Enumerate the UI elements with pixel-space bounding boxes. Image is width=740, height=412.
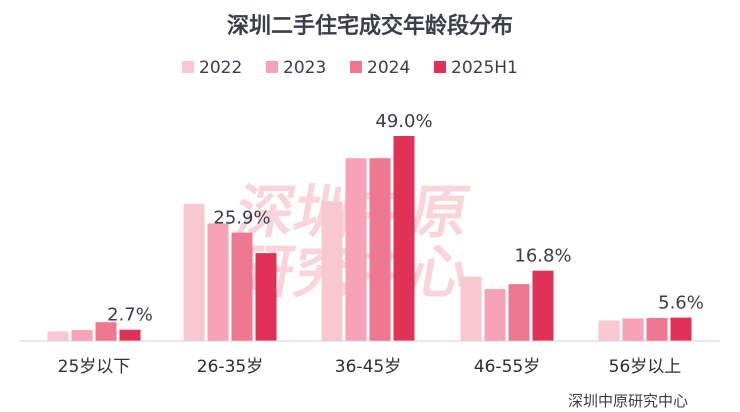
bar-2023-2 xyxy=(345,158,367,341)
data-labels: 2.7% 25.9% 49.0% 16.8% 5.6% xyxy=(107,111,704,326)
bar-2022-0 xyxy=(47,331,69,341)
legend-swatch xyxy=(182,61,194,73)
legend-item-2024: 2024 xyxy=(350,58,410,78)
legend-label: 2023 xyxy=(283,58,326,78)
bar-2023-1 xyxy=(207,223,229,341)
bar-2022-1 xyxy=(183,203,205,341)
legend-swatch xyxy=(350,61,362,73)
chart-title: 深圳二手住宅成交年龄段分布 xyxy=(227,13,513,39)
x-tick-label: 25岁以下 xyxy=(58,357,131,377)
bar-2025H1-4 xyxy=(670,317,692,341)
data-label: 2.7% xyxy=(107,305,153,326)
x-tick-label: 46-55岁 xyxy=(474,357,540,377)
bar-2024-3 xyxy=(508,284,530,341)
x-tick-label: 26-35岁 xyxy=(197,357,263,377)
legend-swatch xyxy=(266,61,278,73)
legend-swatch xyxy=(434,61,446,73)
bar-2024-4 xyxy=(646,318,668,341)
bar-2023-4 xyxy=(622,318,644,341)
data-label: 49.0% xyxy=(375,111,432,132)
bar-2024-0 xyxy=(95,322,117,341)
bar-2025H1-0 xyxy=(119,329,141,341)
bar-2025H1-3 xyxy=(532,270,554,341)
bars xyxy=(47,136,692,341)
bar-2023-3 xyxy=(484,289,506,341)
source-text: 深圳中原研究中心 xyxy=(568,392,688,410)
legend-item-2023: 2023 xyxy=(266,58,326,78)
bar-2022-2 xyxy=(321,201,343,341)
bar-2024-1 xyxy=(231,232,253,341)
bar-2025H1-1 xyxy=(255,253,277,341)
data-label: 5.6% xyxy=(658,293,704,314)
data-label: 25.9% xyxy=(213,208,270,229)
x-tick-label: 36-45岁 xyxy=(335,357,401,377)
legend-item-2022: 2022 xyxy=(182,58,242,78)
legend: 2022 2023 2024 2025H1 xyxy=(182,58,518,78)
legend-label: 2024 xyxy=(367,58,410,78)
x-tick-labels: 25岁以下 26-35岁 36-45岁 46-55岁 56岁以上 xyxy=(58,357,682,377)
bar-2025H1-2 xyxy=(393,136,415,341)
data-label: 16.8% xyxy=(514,246,571,267)
x-tick-label: 56岁以上 xyxy=(609,357,682,377)
bar-2024-2 xyxy=(369,158,391,341)
legend-item-2025H1: 2025H1 xyxy=(434,58,518,78)
bar-2022-4 xyxy=(598,320,620,341)
legend-label: 2025H1 xyxy=(451,58,518,78)
bar-2023-0 xyxy=(71,330,93,341)
bar-2022-3 xyxy=(460,276,482,341)
legend-label: 2022 xyxy=(199,58,242,78)
